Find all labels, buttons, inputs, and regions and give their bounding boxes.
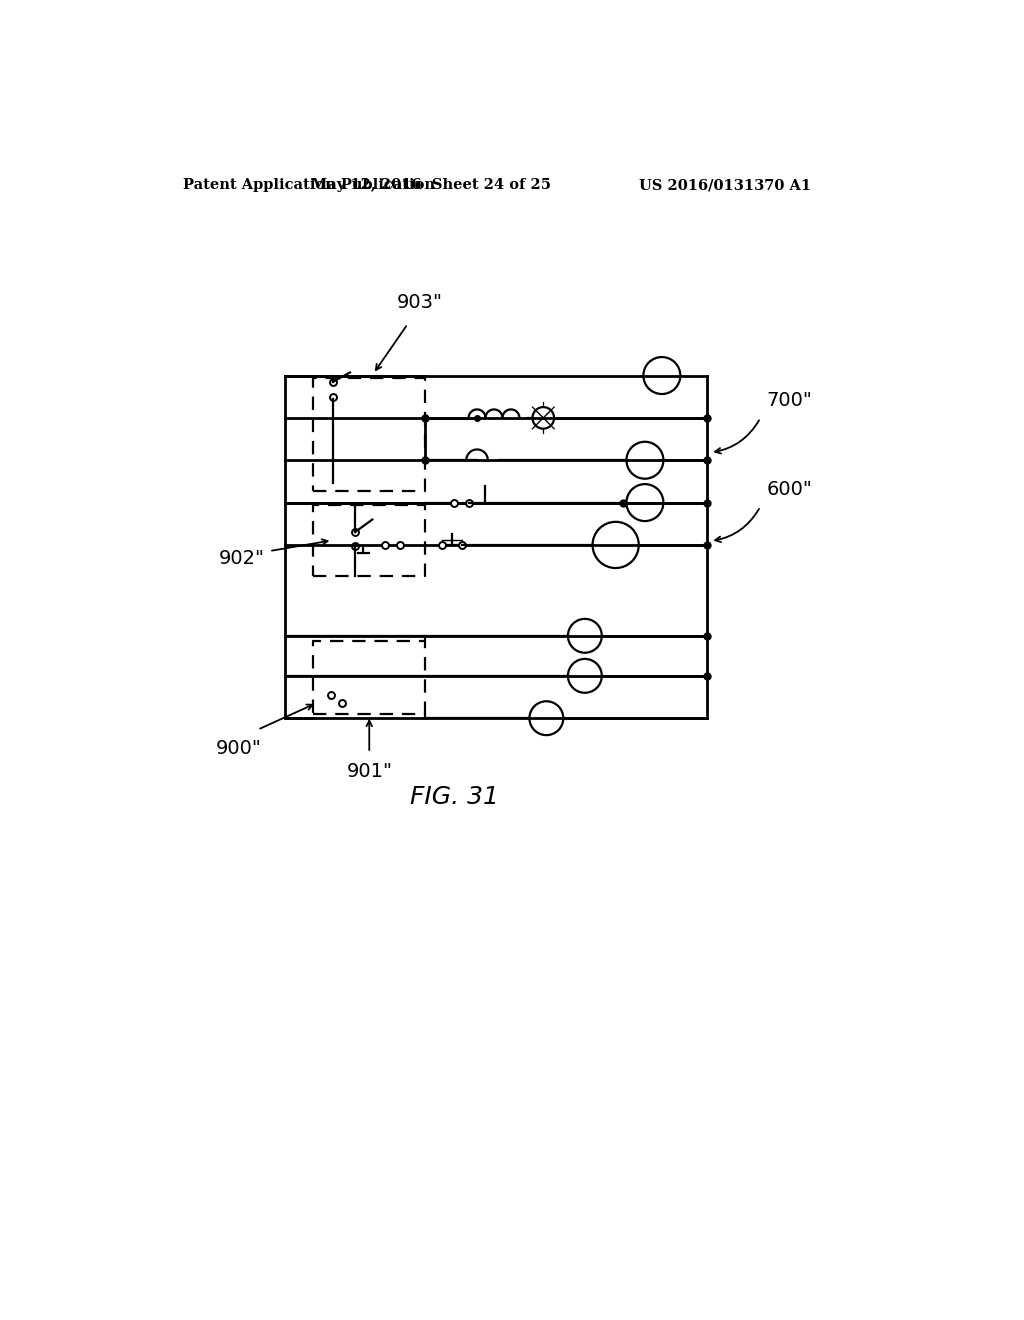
Text: 903": 903" [396, 293, 442, 313]
Text: 902": 902" [219, 549, 265, 569]
Text: 600": 600" [767, 479, 812, 499]
Text: 700": 700" [767, 391, 812, 411]
Text: FIG. 31: FIG. 31 [410, 785, 499, 809]
Text: May 12, 2016  Sheet 24 of 25: May 12, 2016 Sheet 24 of 25 [311, 178, 551, 193]
Text: 901": 901" [346, 762, 392, 781]
Text: 900": 900" [215, 739, 261, 758]
Text: US 2016/0131370 A1: US 2016/0131370 A1 [639, 178, 811, 193]
Text: Patent Application Publication: Patent Application Publication [183, 178, 435, 193]
